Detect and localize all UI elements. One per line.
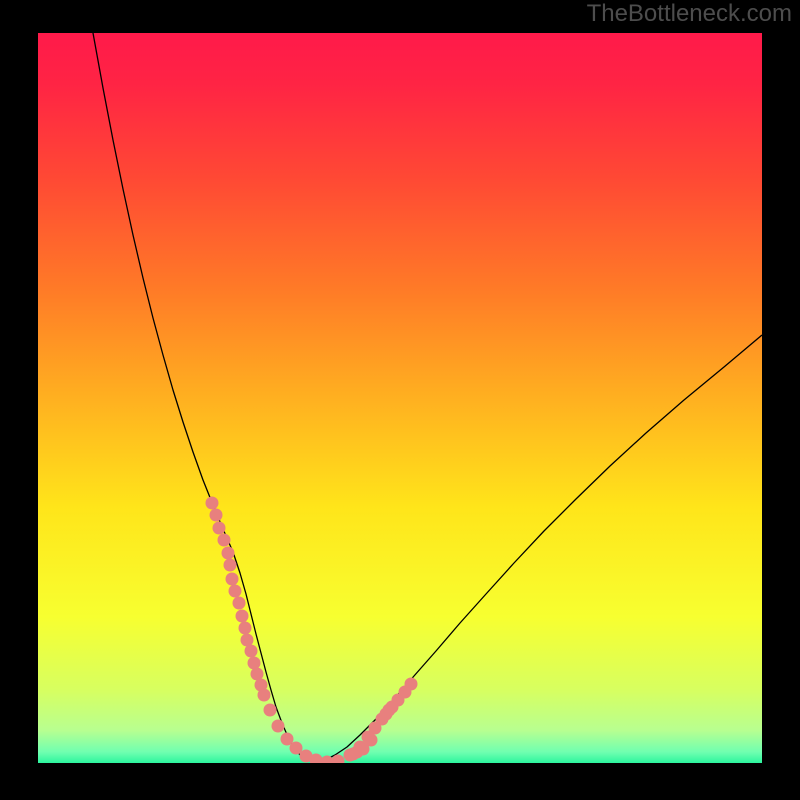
- plot-background: [38, 33, 762, 763]
- chart-container: TheBottleneck.com: [0, 0, 800, 800]
- watermark-text: TheBottleneck.com: [587, 0, 792, 28]
